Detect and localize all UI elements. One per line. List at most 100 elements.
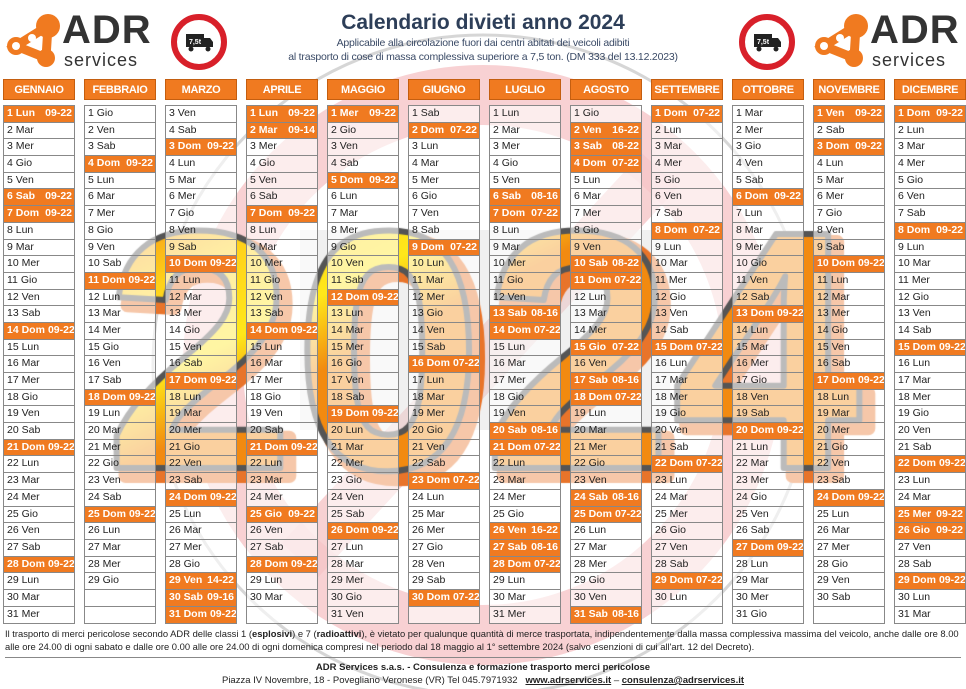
- day-row-ban: 28 Dom 09-22: [4, 556, 74, 574]
- adr-logo-left: ADR services: [2, 8, 152, 72]
- day-label: 27 Mer: [169, 540, 202, 553]
- day-row-ban: 26 Ven 16-22: [490, 523, 560, 540]
- day-row: 9 Sab: [166, 239, 236, 257]
- day-row: 22 Sab: [409, 456, 479, 474]
- day-row: 19 Lun: [85, 406, 155, 424]
- day-label: 11 Mar: [412, 273, 444, 286]
- day-row: 12 Mar: [814, 289, 884, 307]
- day-row: 29 Gio: [85, 573, 155, 590]
- day-row: 15 Lun: [4, 339, 74, 357]
- day-row: 23 Ven: [85, 473, 155, 490]
- day-label: 24 Gio: [736, 490, 767, 503]
- day-row-ban: 1 Lun 09-22: [4, 106, 74, 123]
- day-label: 7 Dom: [250, 207, 283, 220]
- day-label: 24 Ven: [331, 490, 364, 503]
- day-row-ban: 1 Lun 09-22: [247, 106, 317, 123]
- day-label: 17 Mer: [493, 374, 526, 386]
- day-label: 27 Sab: [250, 540, 284, 553]
- day-row: 9 Mer: [733, 239, 803, 257]
- day-label: 16 Mar: [7, 357, 40, 370]
- day-label: 21 Mer: [88, 440, 121, 453]
- day-label: 11 Mer: [898, 273, 930, 286]
- day-row: 10 Mer: [4, 256, 74, 273]
- day-row: 8 Gio: [571, 222, 641, 240]
- day-row: 25 Gio: [4, 506, 74, 524]
- day-row: 26 Mar: [814, 523, 884, 540]
- email-link[interactable]: consulenza@adrservices.it: [621, 675, 745, 686]
- day-label: 23 Mar: [250, 474, 283, 487]
- day-label: 2 Ven: [88, 123, 115, 136]
- ban-hours: 07-22: [614, 273, 641, 286]
- day-list: 1 Mer 09-22 2 Gio 3 Ven 4 Sab 5 Dom 09-22 6 Lun…: [327, 105, 399, 625]
- day-row: 11 Mer: [895, 272, 965, 290]
- day-row: 12 Ven: [247, 289, 317, 307]
- day-label: 2 Sab: [817, 123, 845, 136]
- day-label: 2 Mer: [736, 123, 763, 136]
- day-row-ban: 13 Dom 09-22: [733, 306, 803, 323]
- ban-hours: 08-16: [612, 490, 639, 503]
- ban-hours: 07-22: [693, 107, 720, 119]
- day-list: 1 Lun 2 Mar 3 Mer 4 Gio 5 Ven 6 Sab 08-16 7 Dom…: [489, 105, 561, 625]
- day-label: 25 Lun: [817, 507, 850, 520]
- day-label: 4 Gio: [7, 157, 33, 170]
- day-label: 4 Mer: [898, 157, 925, 170]
- day-row: 31 Mer: [4, 606, 74, 624]
- day-label: 14 Lun: [736, 323, 769, 336]
- day-label: 28 Dom: [7, 557, 45, 570]
- day-row-ban: 22 Dom 07-22: [652, 456, 722, 474]
- day-label: 15 Ven: [817, 340, 850, 353]
- day-label: 31 Mer: [493, 607, 526, 620]
- ban-hours: 09-22: [47, 557, 74, 570]
- day-row-ban: 1 Ven 09-22: [814, 106, 884, 123]
- day-label: 20 Sab: [250, 424, 284, 437]
- day-row-ban: 2 Dom 07-22: [409, 122, 479, 140]
- ban-hours: 09-22: [857, 257, 884, 270]
- day-label: 30 Ven: [574, 590, 607, 603]
- day-label: 21 Dom: [493, 440, 531, 453]
- day-row: 13 Mar: [85, 306, 155, 323]
- note-bold: radioattivi: [316, 628, 362, 639]
- day-label: 9 Sab: [169, 240, 197, 253]
- day-row: 12 Gio: [652, 289, 722, 307]
- day-list: 1 Mar 2 Mer 3 Gio 4 Ven 5 Sab 6 Dom 09-22 7 Lun…: [732, 105, 804, 625]
- day-row: 9 Gio: [328, 239, 398, 257]
- day-row: 29 Mer: [328, 573, 398, 590]
- day-row: 29 Ven: [814, 573, 884, 590]
- day-row-ban: 5 Dom 09-22: [328, 172, 398, 190]
- day-row: 7 Mer: [571, 206, 641, 223]
- day-label: 12 Dom: [331, 290, 369, 303]
- day-label: 3 Mer: [493, 140, 520, 153]
- day-row-ban: 25 Mer 09-22: [895, 506, 965, 524]
- day-label: 8 Sab: [412, 223, 440, 236]
- day-label: 6 Sab: [493, 190, 522, 203]
- ban-hours: 07-22: [693, 223, 720, 236]
- day-label: 12 Ven: [250, 290, 283, 303]
- day-row: 19 Gio: [652, 406, 722, 424]
- ban-hours: 09-22: [45, 190, 72, 203]
- day-row: 17 Mer: [4, 373, 74, 390]
- day-row-ban: 1 Dom 07-22: [652, 106, 722, 123]
- day-label: 19 Gio: [655, 407, 686, 420]
- day-label: 9 Mer: [736, 240, 763, 253]
- day-row-ban: 30 Sab 09-16: [166, 589, 236, 607]
- day-label: 19 Ven: [250, 407, 283, 420]
- day-label: 24 Mar: [898, 490, 931, 503]
- day-row: 19 Ven: [247, 406, 317, 424]
- website-link[interactable]: www.adrservices.it: [525, 675, 612, 686]
- day-row: 27 Gio: [409, 539, 479, 557]
- day-label: 19 Sab: [736, 407, 770, 420]
- month-column-ottobre: OTTOBRE 1 Mar 2 Mer 3 Gio 4 Ven 5 Sab 6 Dom 09-…: [732, 79, 804, 625]
- month-header: GENNAIO: [3, 79, 75, 100]
- day-label: 1 Mar: [736, 107, 763, 119]
- day-label: 10 Sab: [88, 257, 122, 270]
- month-header: NOVEMBRE: [813, 79, 885, 100]
- day-label: 27 Lun: [331, 540, 364, 553]
- day-row: 15 Gio: [85, 339, 155, 357]
- day-row: 21 Mer: [85, 439, 155, 457]
- day-label: 6 Ven: [655, 190, 682, 203]
- day-row-ban: 28 Dom 09-22: [247, 556, 317, 574]
- day-row-ban: 26 Gio 09-22: [895, 523, 965, 540]
- day-label: 24 Mer: [493, 490, 526, 503]
- day-label: 4 Lun: [169, 157, 196, 170]
